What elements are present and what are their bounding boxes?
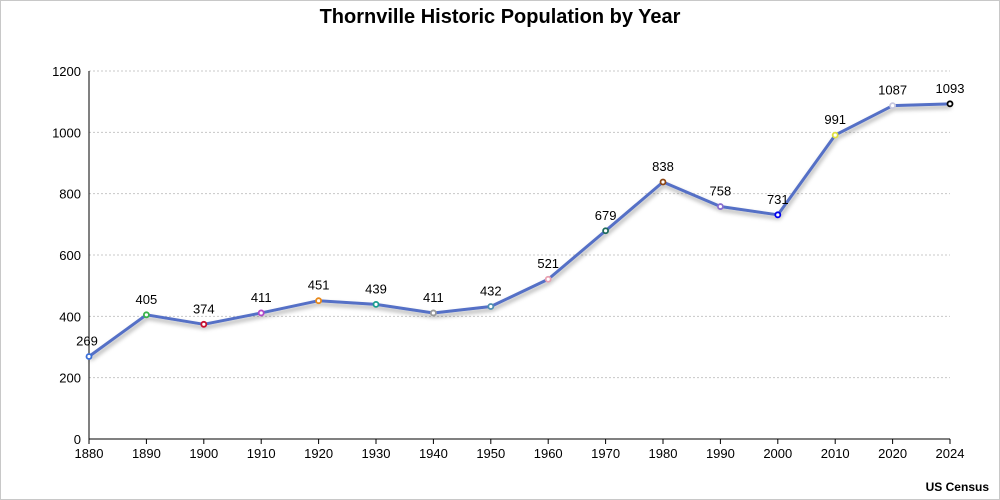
series-line [88,102,951,358]
data-label: 991 [824,112,846,127]
data-point [142,311,150,319]
data-point [946,100,954,108]
y-tick-label: 400 [59,309,81,324]
data-point [429,309,437,317]
x-tick-label: 2000 [763,446,792,461]
y-tick-label: 600 [59,248,81,263]
data-point [372,300,380,308]
data-label: 731 [767,192,789,207]
data-point [544,275,552,283]
x-tick-label: 1890 [132,446,161,461]
x-tick-label: 2024 [936,446,965,461]
data-point [602,227,609,235]
data-point [831,131,839,139]
x-tick-label: 1940 [419,446,448,461]
y-tick-label: 800 [59,187,81,202]
data-point [774,211,782,219]
data-label: 521 [537,256,559,271]
data-point [200,320,208,328]
x-tick-label: 2010 [821,446,850,461]
data-point [257,309,265,317]
data-label: 679 [595,208,617,223]
data-point [315,297,323,305]
y-tick-label: 1000 [52,125,81,140]
x-tick-label: 1990 [706,446,735,461]
x-tick-label: 1980 [649,446,678,461]
data-label: 411 [251,290,272,305]
data-label: 451 [308,278,330,293]
data-point [659,178,667,186]
data-point [85,353,93,360]
x-tick-label: 2020 [878,446,907,461]
data-label: 758 [710,184,732,199]
x-tick-label: 1900 [189,446,218,461]
data-label: 1093 [936,81,965,96]
data-label: 432 [480,284,502,299]
y-tick-label: 1200 [52,64,81,79]
data-label: 439 [365,281,387,296]
x-tick-label: 1910 [247,446,276,461]
y-tick-label: 200 [59,371,81,386]
data-label: 269 [76,334,98,349]
x-tick-label: 1920 [304,446,333,461]
chart-title: Thornville Historic Population by Year [319,6,681,28]
data-label: 838 [652,159,674,174]
data-label: 374 [193,301,215,316]
x-tick-label: 1930 [362,446,391,461]
data-label: 405 [136,292,158,307]
data-label: 411 [423,290,444,305]
data-point [487,303,495,310]
data-point [889,102,896,110]
data-label: 1087 [878,83,907,98]
x-tick-label: 1880 [75,446,104,461]
x-tick-label: 1950 [476,446,505,461]
data-point [717,203,724,210]
x-tick-label: 1960 [534,446,563,461]
source-label: US Census [925,480,989,494]
y-tick-label: 0 [74,432,81,447]
x-tick-label: 1970 [591,446,620,461]
